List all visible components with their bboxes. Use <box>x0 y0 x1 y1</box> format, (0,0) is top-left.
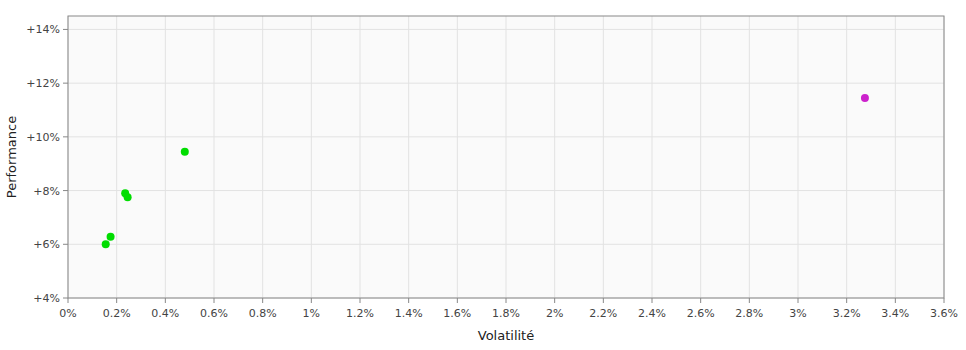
x-tick-label: 1.8% <box>492 307 520 320</box>
x-tick-label: 2.4% <box>638 307 666 320</box>
x-axis-label: Volatilité <box>478 328 534 343</box>
y-tick-label: +14% <box>26 23 60 36</box>
y-tick-mark <box>63 136 68 137</box>
scatter-point <box>107 233 115 241</box>
x-tick-label: 1% <box>303 307 320 320</box>
x-grid-line <box>408 16 409 298</box>
x-tick-label: 3.4% <box>881 307 909 320</box>
y-grid-line <box>68 29 944 30</box>
x-tick-label: 2% <box>546 307 563 320</box>
x-grid-line <box>262 16 263 298</box>
x-tick-label: 3% <box>789 307 806 320</box>
y-tick-label: +8% <box>33 185 60 198</box>
x-tick-label: 0.8% <box>249 307 277 320</box>
scatter-point <box>181 148 189 156</box>
x-grid-line <box>603 16 604 298</box>
x-grid-line <box>457 16 458 298</box>
x-grid-line <box>554 16 555 298</box>
chart-container: 0% 0.2% 0.4% 0.6% 0.8% 1% 1.2% 1.4% 1.6% 1.8% 2% 2.… <box>0 0 966 350</box>
grid <box>68 16 944 298</box>
y-tick-label: +10% <box>26 131 60 144</box>
plot-background <box>68 16 944 298</box>
x-tick-mark <box>700 298 701 303</box>
x-tick-mark <box>360 298 361 303</box>
x-tick-label: 2.8% <box>735 307 763 320</box>
y-tick-mark <box>63 298 68 299</box>
x-tick-label: 0.6% <box>200 307 228 320</box>
x-grid-line <box>506 16 507 298</box>
x-tick-label: 3.2% <box>833 307 861 320</box>
x-tick-label: 2.6% <box>687 307 715 320</box>
x-tick-mark <box>749 298 750 303</box>
y-grid-line <box>68 83 944 84</box>
x-tick-label: 1.2% <box>346 307 374 320</box>
x-tick-mark <box>214 298 215 303</box>
x-tick-label: 0.2% <box>103 307 131 320</box>
x-tick-mark <box>408 298 409 303</box>
plot-frame <box>68 16 944 298</box>
x-tick-label: 1.6% <box>443 307 471 320</box>
x-tick-mark <box>944 298 945 303</box>
x-tick-mark <box>262 298 263 303</box>
page: {"chart_data": {"type": "scatter", "xlab… <box>0 0 966 350</box>
x-grid-line <box>214 16 215 298</box>
x-tick-mark <box>895 298 896 303</box>
scatter-point <box>102 240 110 248</box>
y-tick-mark <box>63 190 68 191</box>
y-axis-label: Performance <box>4 116 19 198</box>
x-tick-mark <box>457 298 458 303</box>
y-tick-mark <box>63 29 68 30</box>
x-grid-line <box>895 16 896 298</box>
x-tick-mark <box>165 298 166 303</box>
x-tick-label: 1.4% <box>395 307 423 320</box>
x-grid-line <box>798 16 799 298</box>
scatter-point <box>861 94 869 102</box>
x-tick-mark <box>603 298 604 303</box>
y-tick-label: +4% <box>33 292 60 305</box>
x-grid-line <box>116 16 117 298</box>
x-tick-mark <box>554 298 555 303</box>
x-tick-label: 3.6% <box>930 307 958 320</box>
y-grid-line <box>68 190 944 191</box>
y-tick-mark <box>63 244 68 245</box>
points <box>102 94 869 248</box>
x-tick-mark <box>652 298 653 303</box>
series <box>861 94 869 102</box>
x-tick-mark <box>798 298 799 303</box>
x-tick-mark <box>116 298 117 303</box>
x-grid-line <box>165 16 166 298</box>
x-grid-line <box>749 16 750 298</box>
x-grid-line <box>700 16 701 298</box>
x-grid-line <box>311 16 312 298</box>
scatter-point <box>124 193 132 201</box>
y-tick-mark <box>63 83 68 84</box>
ticks: 0% 0.2% 0.4% 0.6% 0.8% 1% 1.2% 1.4% 1.6% 1.8% 2% 2.… <box>26 23 958 320</box>
series <box>102 148 189 249</box>
x-tick-mark <box>311 298 312 303</box>
x-tick-label: 2.2% <box>589 307 617 320</box>
chart-svg: 0% 0.2% 0.4% 0.6% 0.8% 1% 1.2% 1.4% 1.6% 1.8% 2% 2.… <box>0 0 966 350</box>
y-grid-line <box>68 244 944 245</box>
x-grid-line <box>846 16 847 298</box>
x-tick-label: 0% <box>59 307 76 320</box>
x-grid-line <box>360 16 361 298</box>
x-grid-line <box>652 16 653 298</box>
y-tick-label: +12% <box>26 77 60 90</box>
x-tick-mark <box>846 298 847 303</box>
y-grid-line <box>68 136 944 137</box>
x-tick-mark <box>68 298 69 303</box>
x-tick-mark <box>506 298 507 303</box>
y-tick-label: +6% <box>33 238 60 251</box>
x-tick-label: 0.4% <box>151 307 179 320</box>
